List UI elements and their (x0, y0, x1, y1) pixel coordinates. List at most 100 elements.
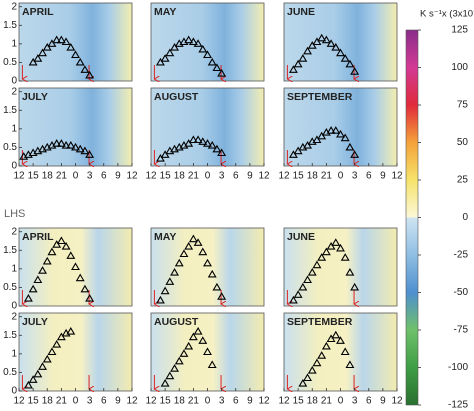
triangle-marker (331, 238, 341, 246)
y-tick-label: 1 (11, 263, 17, 274)
x-tick-label: 3 (87, 396, 93, 407)
panel-background (150, 312, 265, 392)
triangle-marker (303, 373, 312, 382)
x-tick-label: 18 (174, 171, 186, 182)
y-tick-label: 0 (11, 386, 17, 397)
panel-title: SEPTEMBER (287, 316, 353, 328)
x-tick-label: 21 (188, 171, 200, 182)
triangle-marker (312, 135, 322, 144)
triangle-marker (66, 251, 76, 259)
panel-background (283, 87, 398, 167)
colorbar-tick-label: 100 (451, 62, 468, 73)
triangle-marker (85, 70, 95, 79)
x-tick-label: 9 (380, 396, 386, 407)
triangle-marker (52, 35, 62, 44)
triangle-marker (326, 126, 336, 134)
panel-title: MAY (154, 6, 176, 18)
x-tick-label: 21 (56, 171, 68, 182)
x-tick-label: 6 (101, 171, 107, 182)
triangle-marker (38, 362, 47, 370)
panel-background (18, 2, 133, 82)
y-tick-label: 2 (11, 226, 17, 237)
y-tick-label: 0 (11, 76, 17, 87)
panel-background (283, 312, 398, 392)
triangle-marker (160, 150, 170, 158)
triangle-marker (66, 140, 76, 149)
x-tick-label: 21 (321, 171, 333, 182)
triangle-marker (198, 44, 208, 53)
triangle-marker (207, 360, 217, 369)
panel-background (18, 312, 133, 392)
x-tick-label: 6 (366, 396, 372, 407)
triangle-marker (193, 238, 203, 246)
colorbar-tick-label: -75 (454, 325, 469, 336)
triangle-marker (61, 37, 71, 46)
x-tick-label: 9 (380, 171, 386, 182)
triangle-marker (165, 48, 175, 57)
triangle-marker (160, 54, 170, 62)
triangle-marker (193, 326, 203, 335)
triangle-marker (207, 140, 217, 149)
panel-background (150, 227, 265, 307)
panel-background (283, 2, 398, 82)
panel-background (283, 227, 398, 307)
triangle-marker (303, 275, 312, 284)
triangle-marker (160, 378, 170, 387)
x-tick-label: 15 (160, 171, 172, 182)
triangle-marker (75, 57, 85, 66)
x-tick-label: 0 (73, 396, 79, 407)
triangle-marker (71, 262, 80, 271)
y-tick-label: 0.5 (3, 142, 17, 153)
y-tick-label: 0.5 (3, 282, 17, 293)
triangle-marker (66, 326, 76, 335)
triangle-marker (188, 234, 198, 243)
triangle-marker (71, 50, 80, 59)
triangle-marker (28, 57, 38, 66)
triangle-marker (345, 59, 355, 68)
panel-background (18, 227, 133, 307)
triangle-marker (317, 351, 327, 359)
triangle-marker (80, 65, 90, 73)
triangle-marker (61, 140, 71, 149)
triangle-marker (33, 54, 43, 62)
triangle-marker (303, 140, 312, 149)
triangle-marker (340, 54, 350, 62)
triangle-marker (336, 48, 345, 57)
triangle-marker (203, 50, 212, 59)
triangle-marker (47, 347, 57, 356)
triangle-marker (217, 68, 227, 77)
triangle-marker (345, 360, 355, 369)
triangle-marker (28, 375, 38, 383)
x-tick-label: 3 (87, 171, 93, 182)
triangle-marker (336, 129, 345, 138)
triangle-marker (321, 247, 331, 256)
panel-title: JUNE (287, 6, 315, 18)
panel-background (150, 2, 265, 82)
y-tick-label: 1 (11, 38, 17, 49)
triangle-marker (207, 269, 217, 278)
x-tick-label: 9 (247, 396, 253, 407)
colorbar-tick-label: 0 (462, 212, 468, 223)
triangle-marker (293, 146, 303, 155)
triangle-marker (203, 347, 212, 356)
triangle-marker (170, 42, 179, 51)
triangle-marker (170, 364, 179, 372)
x-tick-label: 0 (338, 396, 344, 407)
y-tick-label: 1 (11, 348, 17, 359)
x-tick-label: 12 (13, 171, 25, 182)
triangle-marker (307, 41, 317, 49)
triangle-marker (165, 277, 175, 285)
panel-title: AUGUST (154, 91, 199, 103)
x-tick-label: 12 (278, 171, 290, 182)
triangle-marker (174, 356, 184, 365)
triangle-marker (312, 358, 322, 367)
triangle-marker (47, 39, 57, 47)
triangle-marker (52, 339, 62, 348)
panel-background (18, 87, 133, 167)
x-tick-label: 12 (13, 396, 25, 407)
x-tick-label: 12 (278, 396, 290, 407)
panel-title: JULY (22, 316, 48, 328)
x-tick-label: 15 (293, 396, 305, 407)
triangle-marker (293, 59, 303, 68)
triangle-marker (317, 131, 327, 140)
